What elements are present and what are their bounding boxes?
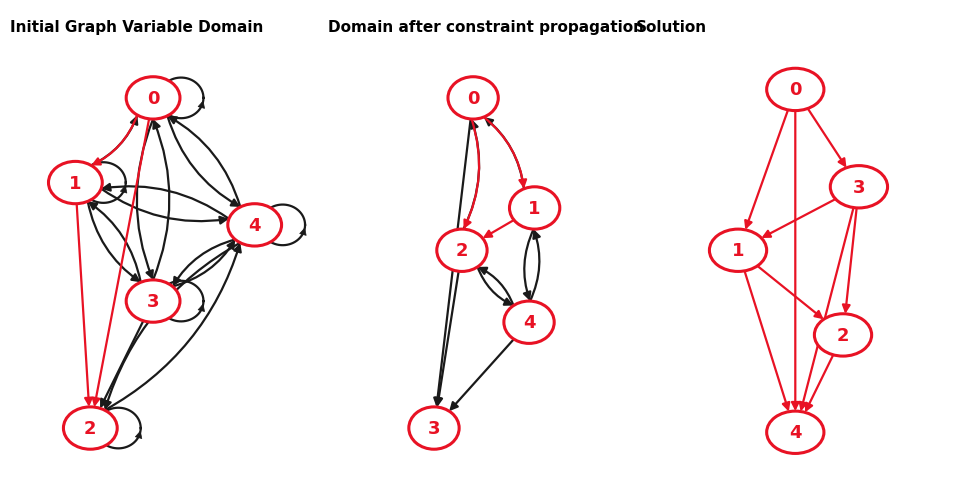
- Ellipse shape: [409, 407, 459, 449]
- Ellipse shape: [504, 301, 554, 344]
- FancyArrowPatch shape: [94, 116, 137, 165]
- FancyArrowPatch shape: [744, 271, 790, 409]
- FancyArrowPatch shape: [745, 111, 788, 228]
- Ellipse shape: [126, 78, 180, 120]
- FancyArrowPatch shape: [808, 109, 845, 166]
- Text: 1: 1: [528, 200, 541, 217]
- FancyArrowPatch shape: [101, 189, 227, 224]
- Ellipse shape: [48, 162, 102, 204]
- Text: 3: 3: [853, 179, 865, 196]
- FancyArrowPatch shape: [758, 266, 821, 318]
- Text: 2: 2: [837, 326, 849, 344]
- Ellipse shape: [437, 229, 487, 272]
- FancyArrowPatch shape: [434, 120, 470, 405]
- FancyArrowPatch shape: [451, 339, 514, 409]
- FancyArrowPatch shape: [843, 208, 857, 312]
- FancyArrowPatch shape: [170, 118, 240, 207]
- FancyArrowPatch shape: [88, 202, 139, 281]
- FancyArrowPatch shape: [486, 120, 523, 190]
- FancyArrowPatch shape: [137, 120, 153, 278]
- FancyArrowPatch shape: [480, 268, 514, 306]
- FancyArrowPatch shape: [800, 208, 853, 409]
- Text: 2: 2: [456, 242, 469, 260]
- Ellipse shape: [766, 411, 824, 454]
- Ellipse shape: [64, 407, 118, 449]
- Ellipse shape: [710, 229, 766, 272]
- Text: 3: 3: [428, 419, 441, 437]
- FancyArrowPatch shape: [90, 204, 141, 283]
- Ellipse shape: [815, 314, 871, 356]
- FancyArrowPatch shape: [104, 243, 240, 408]
- FancyArrowPatch shape: [93, 120, 149, 405]
- Text: 0: 0: [790, 81, 801, 99]
- FancyArrowPatch shape: [77, 204, 92, 405]
- Ellipse shape: [126, 280, 180, 323]
- Text: 0: 0: [467, 90, 479, 108]
- FancyArrowPatch shape: [168, 117, 238, 206]
- FancyArrowPatch shape: [530, 232, 540, 301]
- Ellipse shape: [510, 187, 560, 229]
- Text: 3: 3: [147, 292, 159, 311]
- FancyArrowPatch shape: [806, 355, 833, 410]
- FancyArrowPatch shape: [173, 242, 234, 287]
- Text: 1: 1: [69, 174, 82, 192]
- Ellipse shape: [830, 166, 888, 208]
- Text: 0: 0: [147, 90, 159, 108]
- Ellipse shape: [228, 204, 281, 247]
- FancyArrowPatch shape: [174, 240, 235, 285]
- FancyArrowPatch shape: [103, 185, 228, 219]
- Text: 4: 4: [522, 313, 535, 332]
- FancyArrowPatch shape: [792, 111, 798, 409]
- Text: Solution: Solution: [636, 20, 708, 36]
- Ellipse shape: [448, 78, 498, 120]
- FancyArrowPatch shape: [524, 229, 534, 299]
- FancyArrowPatch shape: [92, 118, 137, 166]
- FancyArrowPatch shape: [763, 200, 836, 238]
- FancyArrowPatch shape: [485, 220, 514, 238]
- Text: 4: 4: [249, 216, 261, 234]
- Ellipse shape: [766, 69, 824, 111]
- Text: Initial Graph Variable Domain: Initial Graph Variable Domain: [10, 20, 263, 36]
- Text: 1: 1: [732, 242, 744, 260]
- Text: 4: 4: [790, 423, 801, 442]
- FancyArrowPatch shape: [477, 267, 511, 305]
- FancyArrowPatch shape: [464, 122, 479, 229]
- FancyArrowPatch shape: [101, 321, 144, 406]
- FancyArrowPatch shape: [153, 122, 170, 280]
- FancyArrowPatch shape: [105, 246, 241, 410]
- Text: Domain after constraint propagation: Domain after constraint propagation: [328, 20, 644, 36]
- Text: 2: 2: [84, 419, 96, 437]
- FancyArrowPatch shape: [436, 272, 459, 405]
- FancyArrowPatch shape: [484, 118, 526, 187]
- FancyArrowPatch shape: [465, 120, 479, 228]
